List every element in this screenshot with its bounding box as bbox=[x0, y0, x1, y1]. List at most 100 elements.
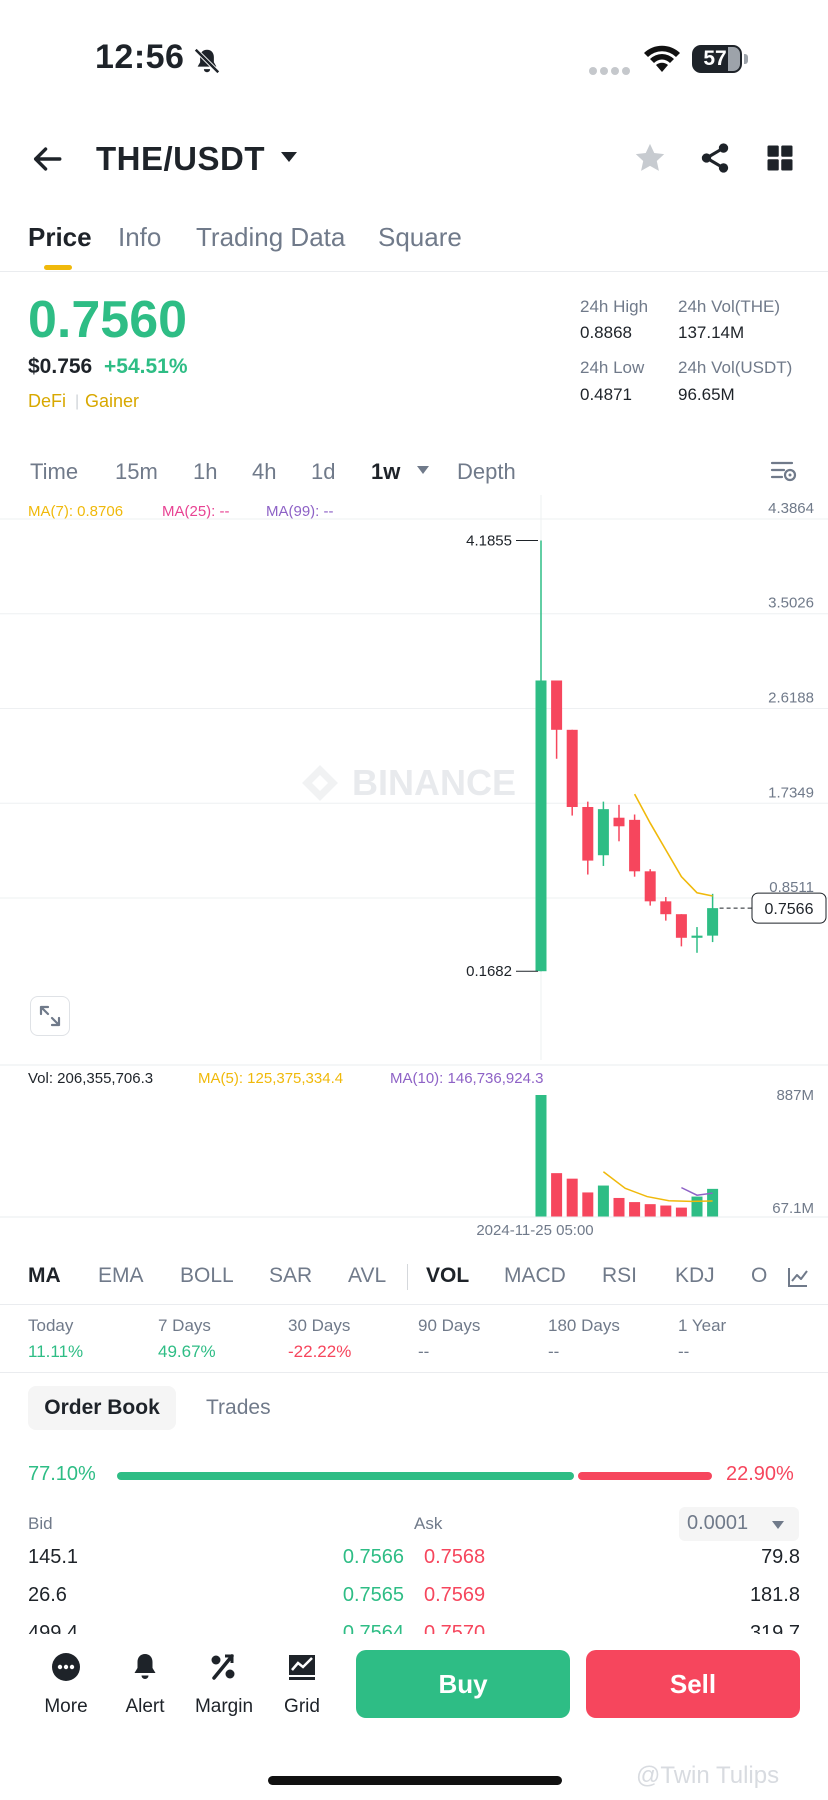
candle-body bbox=[660, 901, 672, 915]
precision-caret-icon[interactable] bbox=[772, 1521, 784, 1530]
indicator-more[interactable]: O bbox=[751, 1264, 768, 1287]
expand-icon bbox=[39, 1005, 61, 1027]
vol-base-value: 137.14M bbox=[678, 323, 745, 342]
indicator-macd[interactable]: MACD bbox=[504, 1264, 566, 1287]
performance-value: -- bbox=[418, 1342, 430, 1361]
timeframe-caret-icon[interactable] bbox=[416, 465, 430, 475]
indicator-divider bbox=[407, 1264, 408, 1290]
bell-slash-icon bbox=[194, 48, 220, 74]
timeframe-4h[interactable]: 4h bbox=[252, 459, 277, 484]
candle-body bbox=[644, 871, 656, 902]
candle-body bbox=[613, 817, 625, 827]
candle-body bbox=[582, 806, 594, 861]
low-label: 24h Low bbox=[580, 358, 645, 377]
vol-quote-label: 24h Vol(USDT) bbox=[678, 358, 793, 377]
grid-icon[interactable] bbox=[765, 143, 795, 173]
tab-trades[interactable]: Trades bbox=[206, 1396, 271, 1419]
performance-label: 7 Days bbox=[158, 1316, 211, 1335]
order-book-row[interactable]: 145.1 0.7566 0.7568 79.8 bbox=[0, 1546, 828, 1584]
volume-bar bbox=[535, 1095, 547, 1217]
indicator-ema[interactable]: EMA bbox=[98, 1264, 144, 1287]
chart-settings-icon[interactable] bbox=[770, 458, 798, 484]
precision-value[interactable]: 0.0001 bbox=[687, 1512, 749, 1534]
nav-more-label[interactable]: More bbox=[44, 1696, 88, 1717]
bid-price: 0.7565 bbox=[342, 1584, 404, 1606]
volume-bar bbox=[566, 1178, 578, 1217]
signal-icon bbox=[589, 67, 630, 75]
binance-watermark bbox=[302, 765, 338, 801]
timeframe-1d[interactable]: 1d bbox=[311, 459, 336, 484]
high-marker-label: 4.1855 bbox=[466, 533, 512, 550]
performance-value: 11.11% bbox=[28, 1342, 84, 1361]
performance-label: 180 Days bbox=[548, 1316, 620, 1335]
ask-quantity: 181.8 bbox=[749, 1584, 800, 1606]
indicator-ma[interactable]: MA bbox=[28, 1264, 61, 1287]
performance-label: 1 Year bbox=[678, 1316, 727, 1335]
volume-label: Vol: 206,355,706.3 bbox=[28, 1070, 154, 1087]
timeframe-15m[interactable]: 15m bbox=[115, 459, 158, 484]
percent-icon[interactable] bbox=[208, 1652, 238, 1682]
ask-quantity: 319.7 bbox=[749, 1622, 800, 1634]
order-book-row[interactable]: 26.6 0.7565 0.7569 181.8 bbox=[0, 1584, 828, 1622]
grid-chart-icon[interactable] bbox=[287, 1652, 317, 1682]
ma99-label: MA(99): -- bbox=[266, 503, 334, 520]
more-icon[interactable] bbox=[51, 1652, 81, 1682]
current-price-label: 0.7566 bbox=[765, 901, 814, 918]
ask-price: 0.7568 bbox=[424, 1546, 486, 1568]
tag-defi[interactable]: DeFi bbox=[28, 391, 67, 411]
order-book-row[interactable]: 499.4 0.7564 0.7570 319.7 bbox=[0, 1622, 828, 1634]
pair-title[interactable]: THE/USDT bbox=[96, 140, 265, 177]
back-arrow-icon[interactable] bbox=[30, 142, 64, 176]
indicator-kdj[interactable]: KDJ bbox=[675, 1264, 715, 1287]
ask-percent: 22.90% bbox=[726, 1463, 794, 1485]
indicator-avl[interactable]: AVL bbox=[348, 1264, 387, 1287]
candlestick-chart[interactable]: 4.3864 3.5026 2.6188 1.7349 0.8511 BINANCE 4.1… bbox=[0, 495, 828, 1235]
fullscreen-button[interactable] bbox=[30, 996, 70, 1036]
volume-bar bbox=[660, 1205, 672, 1217]
nav-margin-label[interactable]: Margin bbox=[194, 1696, 254, 1717]
candle-body bbox=[597, 809, 609, 856]
bid-quantity: 26.6 bbox=[28, 1584, 67, 1606]
indicator-rsi[interactable]: RSI bbox=[602, 1264, 638, 1287]
caret-down-icon[interactable] bbox=[280, 150, 298, 164]
bid-percent: 77.10% bbox=[28, 1463, 96, 1485]
indicator-sar[interactable]: SAR bbox=[269, 1264, 313, 1287]
order-book-rows: 145.1 0.7566 0.7568 79.8 26.6 0.7565 0.7569 181… bbox=[0, 1546, 828, 1634]
nav-grid-label[interactable]: Grid bbox=[284, 1696, 320, 1717]
timeframe-1h[interactable]: 1h bbox=[193, 459, 218, 484]
share-icon[interactable] bbox=[698, 141, 732, 175]
ask-ratio-bar bbox=[578, 1472, 712, 1480]
candle-body bbox=[551, 680, 563, 730]
tab-order-book[interactable]: Order Book bbox=[28, 1386, 176, 1430]
indicator-boll[interactable]: BOLL bbox=[180, 1264, 234, 1287]
timeframe-depth[interactable]: Depth bbox=[457, 459, 516, 484]
star-icon[interactable] bbox=[633, 141, 667, 175]
image-watermark: @Twin Tulips bbox=[636, 1762, 780, 1789]
high-value: 0.8868 bbox=[580, 323, 632, 342]
tab-trading-data[interactable]: Trading Data bbox=[196, 222, 346, 252]
bid-price: 0.7566 bbox=[342, 1546, 404, 1568]
sell-button[interactable]: Sell bbox=[586, 1650, 800, 1718]
low-value: 0.4871 bbox=[580, 385, 632, 404]
ask-quantity: 79.8 bbox=[761, 1546, 800, 1568]
timeframe-1w[interactable]: 1w bbox=[371, 459, 401, 484]
indicator-vol[interactable]: VOL bbox=[426, 1264, 470, 1287]
home-indicator[interactable] bbox=[268, 1776, 562, 1785]
nav-alert-label[interactable]: Alert bbox=[125, 1696, 165, 1717]
candle-body bbox=[691, 935, 703, 938]
ma7-label: MA(7): 0.8706 bbox=[28, 503, 124, 520]
wifi-icon bbox=[644, 45, 680, 72]
bell-icon[interactable] bbox=[130, 1652, 160, 1682]
price-axis-label: 3.5026 bbox=[768, 595, 814, 612]
timeframe-time[interactable]: Time bbox=[30, 459, 79, 484]
watermark-text: BINANCE bbox=[352, 762, 516, 803]
performance-label: Today bbox=[28, 1316, 74, 1335]
tab-price[interactable]: Price bbox=[28, 222, 92, 252]
tab-info[interactable]: Info bbox=[118, 222, 162, 252]
buy-button[interactable]: Buy bbox=[356, 1650, 570, 1718]
indicator-settings-icon[interactable] bbox=[786, 1265, 810, 1289]
tab-square[interactable]: Square bbox=[378, 222, 462, 252]
tag-gainer[interactable]: Gainer bbox=[85, 391, 140, 411]
price-axis-label: 1.7349 bbox=[768, 784, 814, 801]
binance-logo-icon bbox=[302, 765, 338, 801]
